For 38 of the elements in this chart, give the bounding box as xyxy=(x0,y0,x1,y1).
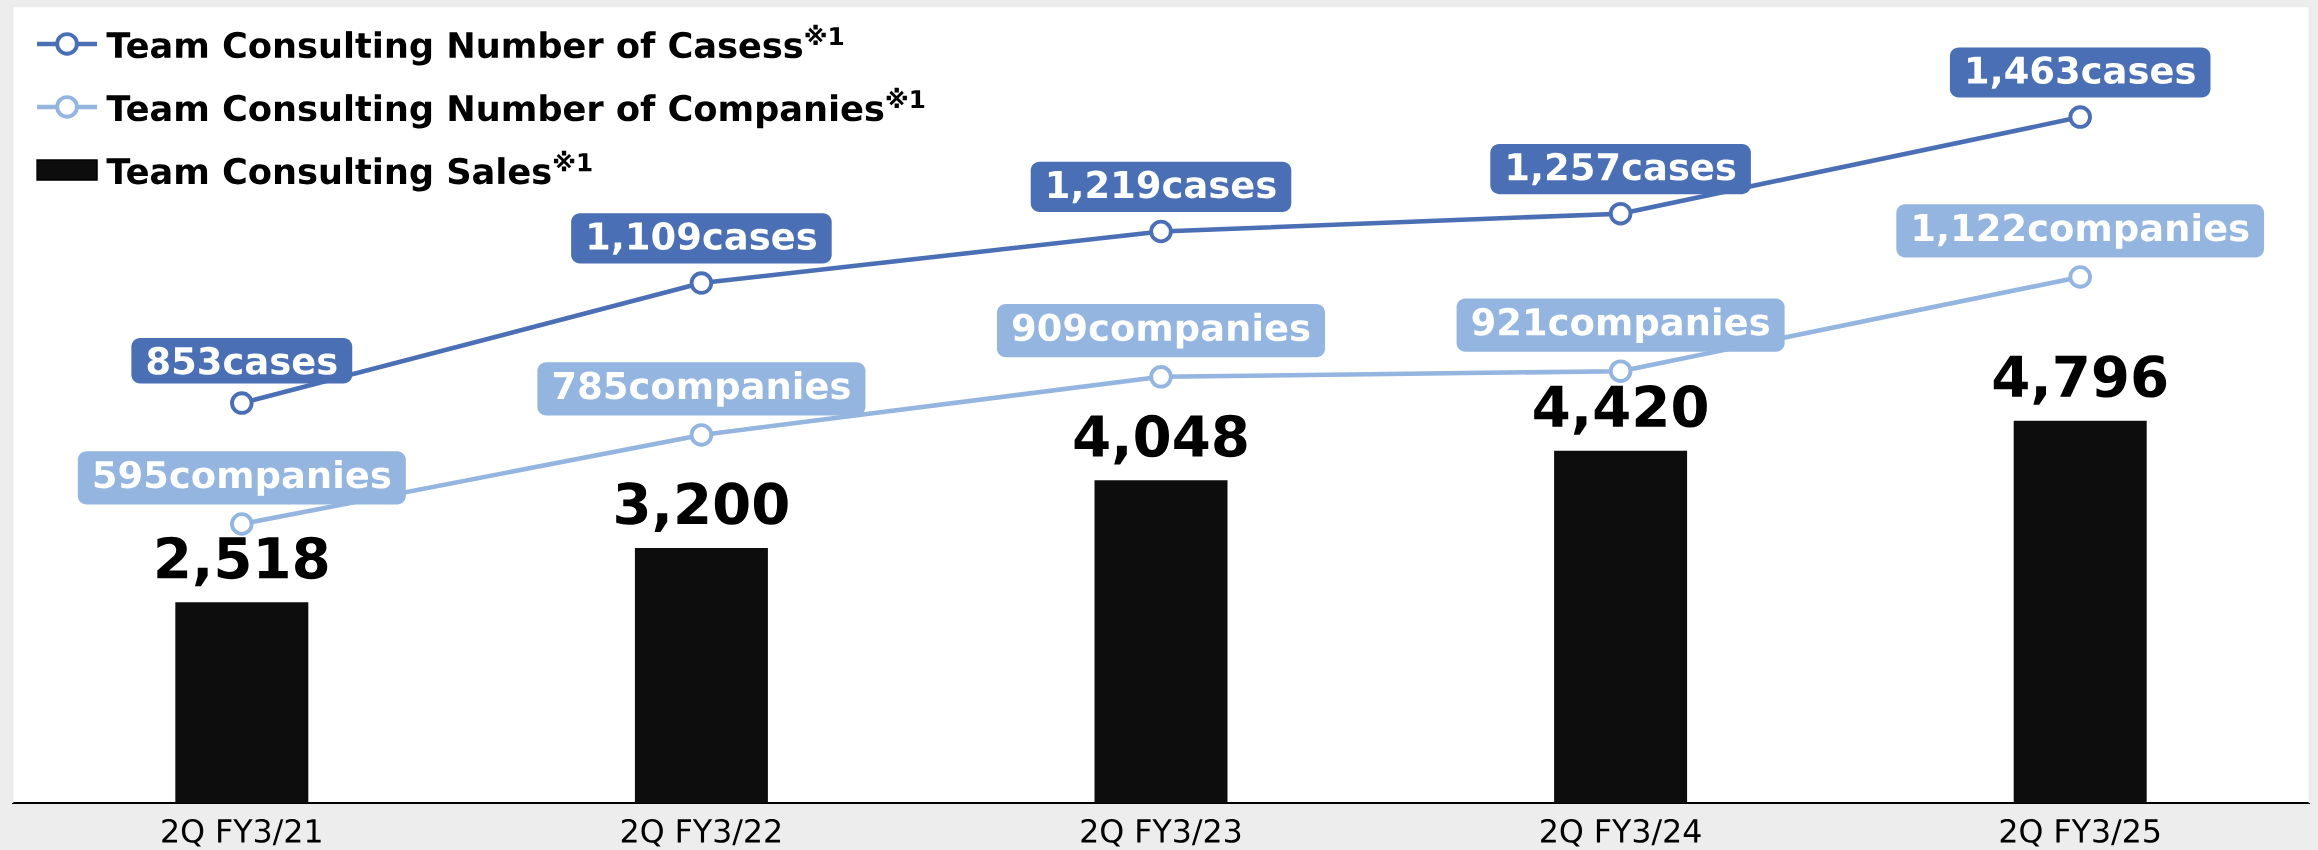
data-label: 1,109cases xyxy=(589,222,816,255)
bar xyxy=(175,602,309,803)
x-tick-label: 2Q FY3/21 xyxy=(162,818,321,847)
data-label: 909companies xyxy=(1012,312,1310,349)
point xyxy=(1608,359,1633,383)
point xyxy=(1608,201,1633,226)
point xyxy=(2068,105,2092,129)
data-label: 785companies xyxy=(553,370,850,407)
data-label: 1,219cases xyxy=(1048,170,1276,204)
x-tick-label: 2Q FY3/23 xyxy=(1081,818,1241,847)
data-label: 4,420 xyxy=(1534,385,1707,435)
point xyxy=(1149,219,1173,244)
data-label: 921companies xyxy=(1472,307,1769,343)
data-label: 853cases xyxy=(147,346,337,375)
point xyxy=(1149,365,1173,389)
point xyxy=(230,391,254,415)
data-label: 1,122companies xyxy=(1914,213,2249,249)
point xyxy=(689,271,714,295)
data-label: 595companies xyxy=(94,460,391,496)
legend-label: Team Consulting Number of Companies$^{※1}$ xyxy=(106,87,925,129)
x-tick-label: 2Q FY3/24 xyxy=(1541,818,1701,847)
data-label: 2,518 xyxy=(157,536,328,587)
bar xyxy=(1554,450,1688,803)
bar xyxy=(634,547,768,803)
point xyxy=(689,423,714,447)
bar xyxy=(1094,480,1228,803)
bar xyxy=(2013,420,2147,803)
legend-label: Team Consulting Number of Casess$^{※1}$ xyxy=(106,24,844,66)
data-label: 3,200 xyxy=(616,482,788,533)
point xyxy=(2068,265,2092,289)
legend-label: Team Consulting Sales$^{※1}$ xyxy=(106,150,592,192)
data-label: 1,463cases xyxy=(1968,56,2195,89)
data-label: 4,796 xyxy=(1993,355,2167,405)
data-label: 4,048 xyxy=(1074,414,1247,465)
data-label: 1,257cases xyxy=(1508,152,1736,186)
x-tick-label: 2Q FY3/25 xyxy=(2000,818,2160,847)
point xyxy=(230,512,254,536)
x-tick-label: 2Q FY3/22 xyxy=(621,818,781,847)
